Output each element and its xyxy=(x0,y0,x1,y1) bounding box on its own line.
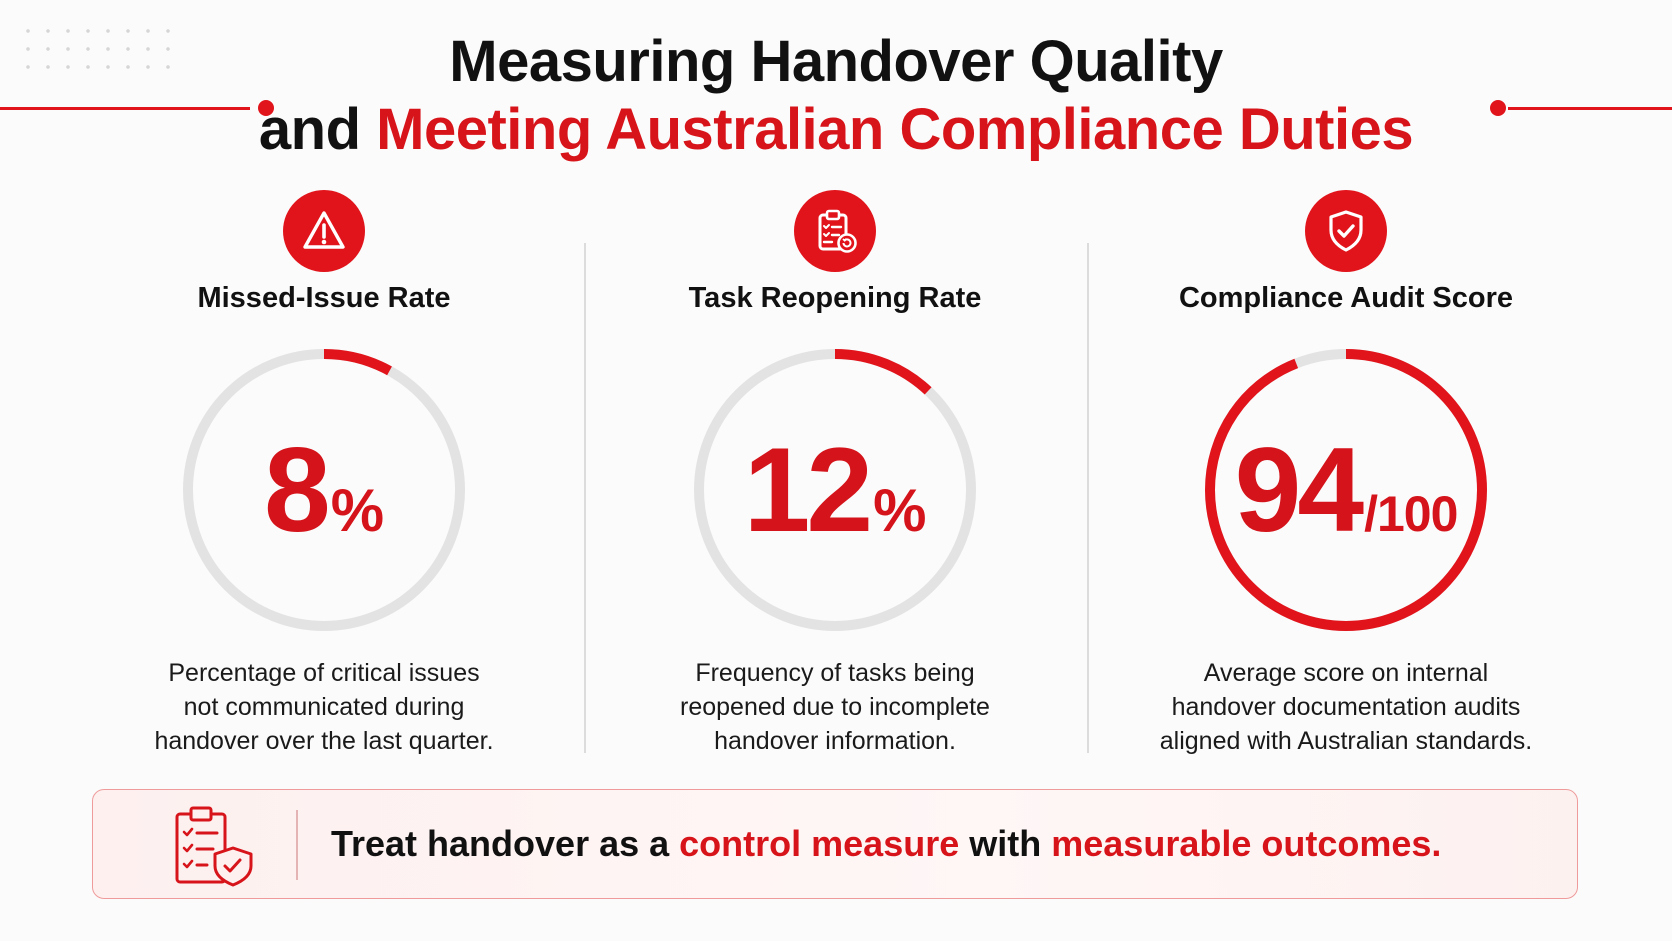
gauge-chart xyxy=(1205,349,1487,631)
warning-triangle-icon xyxy=(283,190,365,272)
metric-unit: % xyxy=(330,477,385,544)
description-line: reopened due to incomplete xyxy=(680,693,990,721)
description-line: Percentage of critical issues xyxy=(168,659,480,687)
gauge-arc xyxy=(1205,349,1487,631)
metric-title: Missed-Issue Rate xyxy=(197,282,451,314)
description-line: handover information. xyxy=(714,727,956,755)
metric-description: Frequency of tasks being reopened due to… xyxy=(605,656,1065,758)
metric-title: Compliance Audit Score xyxy=(1178,282,1514,314)
page-title: Measuring Handover Quality and Meeting A… xyxy=(0,28,1672,164)
decorative-dot-grid xyxy=(18,22,178,82)
gauge-value-label: 8 % xyxy=(169,335,479,645)
gauge-value-label: 94 /100 xyxy=(1191,335,1501,645)
metric-missed-issue-rate: Missed-Issue Rate 8 % Percentage of crit… xyxy=(94,190,554,760)
banner-accent-measurable-outcomes: measurable outcomes. xyxy=(1051,823,1442,864)
title-rule-dot-left xyxy=(258,100,274,116)
description-line: aligned with Australian standards. xyxy=(1159,727,1533,755)
checklist-shield-icon xyxy=(175,806,253,887)
metric-description: Average score on internal handover docum… xyxy=(1116,656,1576,758)
banner-text-part: Treat handover as a xyxy=(331,823,680,864)
banner-separator xyxy=(296,810,298,880)
metric-unit: % xyxy=(873,477,927,544)
shield-check-icon xyxy=(1305,190,1387,272)
title-rule-left xyxy=(0,107,250,110)
title-rule-right xyxy=(1508,107,1672,110)
gauge-value-label: 12 % xyxy=(680,335,990,645)
key-message-banner: Treat handover as a control measure with… xyxy=(92,789,1578,899)
metric-title: Task Reopening Rate xyxy=(688,282,982,314)
description-line: Frequency of tasks being xyxy=(695,659,975,687)
gauge-chart xyxy=(183,349,465,631)
metric-compliance-audit-score: Compliance Audit Score 94 /100 Average s… xyxy=(1116,190,1576,760)
title-rule-dot-right xyxy=(1490,100,1506,116)
metric-task-reopening-rate: Task Reopening Rate 12 % Frequency of ta… xyxy=(605,190,1065,760)
title-line-2-prefix: and xyxy=(258,97,361,162)
description-line: handover documentation audits xyxy=(1171,693,1521,721)
metric-value: 8 xyxy=(263,423,331,557)
metric-unit: /100 xyxy=(1364,486,1458,542)
description-line: not communicated during xyxy=(183,693,465,721)
banner-message: Treat handover as a control measure with… xyxy=(331,790,1441,898)
gauge-arc xyxy=(694,349,976,631)
banner-text-part: with xyxy=(959,823,1052,864)
metric-value: 12 xyxy=(743,423,873,557)
metric-description: Percentage of critical issues not commun… xyxy=(94,656,554,758)
gauge-chart xyxy=(694,349,976,631)
gauge-arc xyxy=(183,349,465,631)
title-line-2: and Meeting Australian Compliance Duties xyxy=(0,96,1672,164)
title-line-1: Measuring Handover Quality xyxy=(449,29,1223,94)
banner-accent-control-measure: control measure xyxy=(679,823,960,864)
title-line-2-accent: Meeting Australian Compliance Duties xyxy=(376,97,1414,162)
clipboard-refresh-icon xyxy=(794,190,876,272)
column-divider xyxy=(584,243,586,753)
description-line: Average score on internal xyxy=(1203,659,1489,687)
metric-value: 94 xyxy=(1234,423,1364,557)
column-divider xyxy=(1087,243,1089,753)
description-line: handover over the last quarter. xyxy=(154,727,494,755)
